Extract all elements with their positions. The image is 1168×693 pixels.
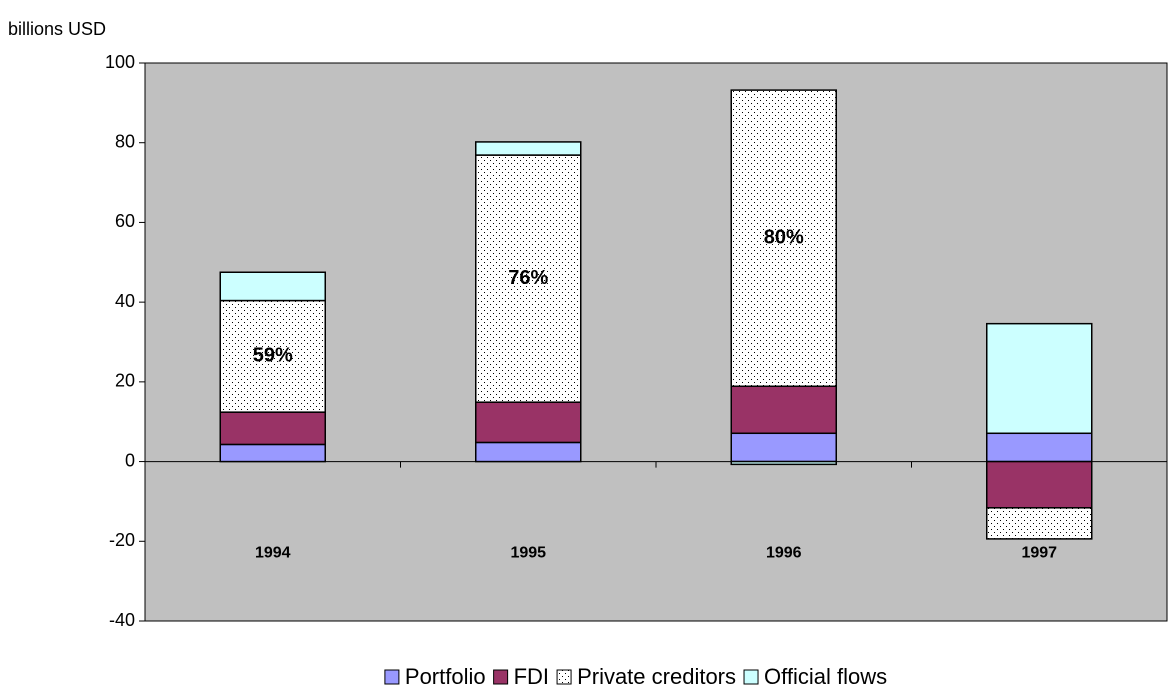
- y-tick-label: 80: [115, 131, 135, 151]
- legend-label: FDI: [514, 664, 549, 689]
- legend-label: Official flows: [764, 664, 887, 689]
- bar-segment: [986, 460, 1093, 509]
- y-tick-label: 0: [125, 450, 135, 470]
- legend-swatch: [384, 669, 400, 685]
- bar-segment: [475, 141, 582, 156]
- bar-segment: [730, 460, 837, 466]
- bar-segment: [475, 401, 582, 444]
- y-tick-label: 100: [105, 52, 135, 72]
- legend-swatch: [743, 669, 759, 685]
- bar-segment: [986, 322, 1093, 435]
- legend-swatch: [493, 669, 509, 685]
- y-axis-label: billions USD: [8, 19, 106, 39]
- share-label: 80%: [764, 226, 804, 248]
- bar-segment: [219, 443, 326, 463]
- bar-segment: [219, 271, 326, 302]
- bar-segment: [730, 385, 837, 435]
- bar-segment: [219, 411, 326, 446]
- x-tick-label: 1996: [766, 544, 802, 561]
- y-tick-label: 40: [115, 291, 135, 311]
- share-label: 59%: [253, 345, 293, 367]
- x-tick-label: 1995: [510, 544, 546, 561]
- y-tick-label: -20: [109, 530, 135, 550]
- y-tick-label: 20: [115, 371, 135, 391]
- legend-label: Portfolio: [405, 664, 486, 689]
- bar-segment: [730, 432, 837, 463]
- y-tick-label: 60: [115, 211, 135, 231]
- bar-segment: [730, 89, 837, 387]
- bar-segment: [986, 432, 1093, 463]
- legend-label: Private creditors: [577, 664, 736, 689]
- x-tick-label: 1994: [255, 544, 291, 561]
- bar-segment: [475, 441, 582, 463]
- bar-segment: [986, 507, 1093, 540]
- legend-swatch: [556, 669, 572, 685]
- y-tick-label: -40: [109, 610, 135, 630]
- x-tick-label: 1997: [1021, 544, 1057, 561]
- share-label: 76%: [508, 267, 548, 289]
